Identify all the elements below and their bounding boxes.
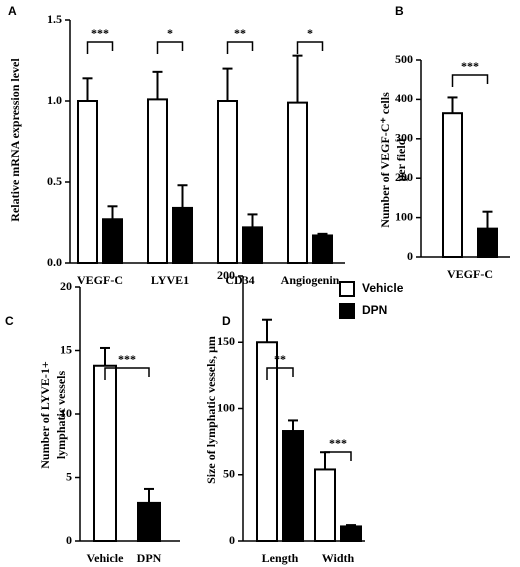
y-tick-label: 0 (229, 533, 235, 547)
y-tick-label: 0 (66, 533, 72, 547)
x-tick-label: CD34 (225, 273, 254, 287)
y-tick-label: 200 (395, 170, 413, 184)
bar (287, 101, 308, 265)
bar (314, 468, 336, 543)
panel-label: B (395, 4, 404, 18)
bar (312, 234, 333, 265)
x-tick-label: VEGF-C (447, 267, 493, 281)
y-tick-label: 200 (217, 268, 235, 282)
significance-label: *** (91, 26, 109, 40)
significance-label: * (307, 26, 313, 40)
y-axis-label: Size of lymphatic vessels, μm (204, 336, 218, 484)
significance-bracket (324, 451, 352, 464)
y-axis-label: Relative mRNA expression level (8, 58, 22, 222)
x-tick-label: Length (262, 551, 299, 565)
y-tick-label: 1.0 (47, 93, 62, 107)
x-tick-label: VEGF-C (77, 273, 123, 287)
bar (340, 525, 362, 542)
x-tick-label: LYVE1 (151, 273, 189, 287)
legend-swatch (339, 281, 355, 297)
x-tick-label: Angiogenin (281, 273, 340, 287)
significance-bracket (86, 41, 114, 54)
significance-label: *** (461, 59, 479, 73)
y-axis-label: per field (394, 138, 408, 181)
y-axis-label: Number of VEGF-C⁺ cells (378, 92, 392, 228)
y-tick-label: 0.5 (47, 174, 62, 188)
bar (256, 341, 278, 542)
panel-label: C (5, 314, 14, 328)
x-tick-label: Width (322, 551, 355, 565)
significance-label: ** (234, 26, 246, 40)
bar (282, 430, 304, 542)
significance-bracket (266, 367, 294, 380)
bar (217, 100, 238, 264)
bar (477, 227, 498, 259)
y-tick-label: 100 (217, 400, 235, 414)
significance-bracket (226, 41, 254, 54)
bar (172, 206, 193, 264)
y-tick-label: 50 (223, 467, 235, 481)
y-tick-label: 1.5 (47, 12, 62, 26)
significance-label: *** (118, 352, 136, 366)
y-tick-label: 400 (395, 91, 413, 105)
x-tick-label: Vehicle (87, 551, 125, 565)
y-axis-label: Number of LYVE-1+ (38, 361, 52, 469)
bar (242, 226, 263, 264)
bar (442, 112, 463, 258)
bar (77, 100, 98, 264)
y-tick-label: 5 (66, 469, 72, 483)
y-tick-label: 0 (407, 249, 413, 263)
significance-bracket (296, 41, 324, 54)
x-tick-label: DPN (137, 551, 162, 565)
significance-bracket (156, 41, 184, 54)
bar (147, 98, 168, 264)
significance-label: ** (274, 352, 286, 366)
significance-label: *** (329, 436, 347, 450)
y-tick-label: 500 (395, 52, 413, 66)
legend-label: Vehicle (362, 281, 404, 295)
y-tick-label: 150 (217, 334, 235, 348)
y-axis-label: lymphatic vessels (54, 371, 68, 460)
bar (93, 364, 117, 542)
y-tick-label: 0.0 (47, 255, 62, 269)
bar (102, 218, 123, 264)
y-tick-label: 20 (60, 279, 72, 293)
y-tick-label: 300 (395, 131, 413, 145)
significance-bracket (104, 367, 150, 380)
y-tick-label: 15 (60, 342, 72, 356)
panel-label: D (222, 314, 231, 328)
significance-bracket (451, 74, 489, 87)
significance-label: * (167, 26, 173, 40)
legend-swatch (339, 303, 355, 319)
legend-label: DPN (362, 303, 387, 317)
panel-label: A (8, 4, 17, 18)
bar (137, 501, 161, 542)
y-tick-label: 10 (60, 406, 72, 420)
y-tick-label: 100 (395, 209, 413, 223)
